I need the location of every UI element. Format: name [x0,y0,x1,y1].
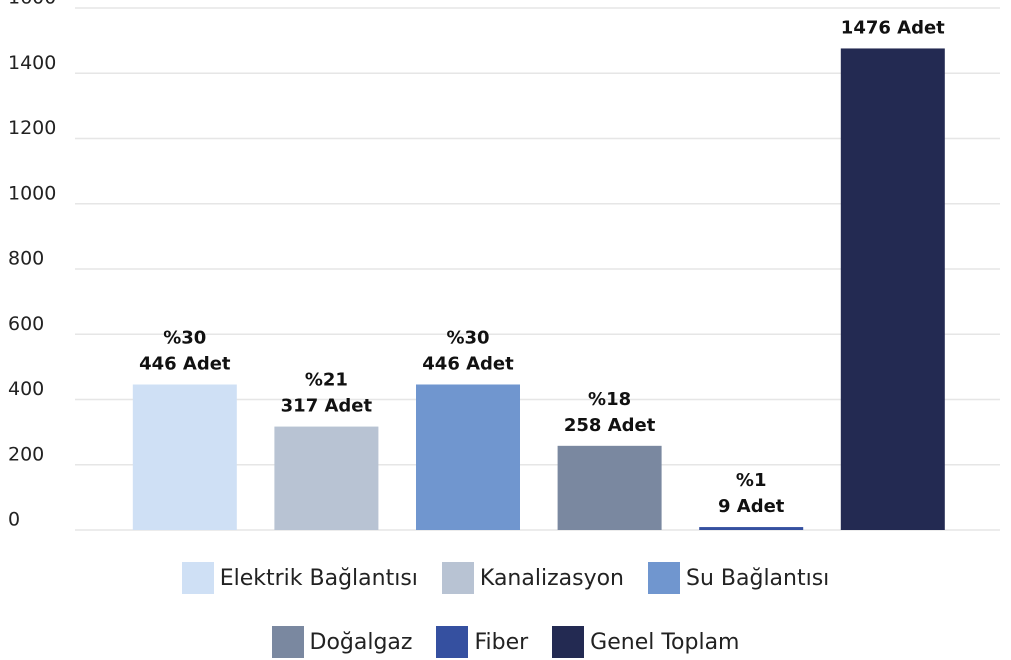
legend-label: Elektrik Bağlantısı [219,565,418,591]
percent-label: %30 [446,327,489,348]
legend-label: Genel Toplam [590,629,740,655]
data-label: 317 Adet [281,396,373,417]
percent-label: %1 [736,470,767,491]
legend-item: Doğalgaz [271,624,413,660]
legend-label: Su Bağlantısı [686,565,830,591]
legend-label: Doğalgaz [309,629,413,655]
y-tick-label: 1000 [8,182,56,204]
legend-item: Kanalizasyon [441,560,624,596]
legend-item: Elektrik Bağlantısı [181,560,418,596]
percent-label: %21 [305,370,348,391]
bar [416,384,520,530]
y-tick-label: 1600 [8,0,56,9]
bar [557,445,662,530]
legend-item: Genel Toplam [552,624,740,660]
legend: Elektrik Bağlantısı Kanalizasyon Su Bağlan… [0,560,1011,660]
percent-label: %30 [163,327,206,348]
y-tick-label: 400 [8,378,44,400]
legend-label: Fiber [474,629,529,655]
y-tick-label: 800 [8,248,44,270]
data-label: 446 Adet [139,353,231,374]
data-label: 258 Adet [564,415,656,436]
legend-swatch [271,626,304,658]
y-tick-label: 0 [8,509,20,531]
legend-swatch [441,562,474,594]
bar [274,426,379,530]
legend-swatch [648,562,680,594]
legend-swatch [436,626,469,658]
legend-item: Su Bağlantısı [648,560,829,596]
data-label: 1476 Adet [841,17,945,38]
y-tick-label: 1400 [8,52,56,74]
bar [132,384,237,530]
legend-label: Kanalizasyon [479,565,624,591]
chart: 0 200 400 600 800 1000 1200 1400 1600 446 Adet %30… [8,0,1000,531]
data-label: 9 Adet [718,496,785,517]
data-label: 446 Adet [422,353,514,374]
y-tick-label: 1200 [8,117,56,139]
legend-swatch [181,562,214,594]
percent-label: %18 [588,389,631,410]
legend-item: Fiber [436,624,528,660]
bar [699,527,804,530]
y-tick-label: 200 [8,443,44,465]
legend-swatch [552,626,585,658]
y-tick-label: 600 [8,313,44,335]
bar [840,48,945,531]
